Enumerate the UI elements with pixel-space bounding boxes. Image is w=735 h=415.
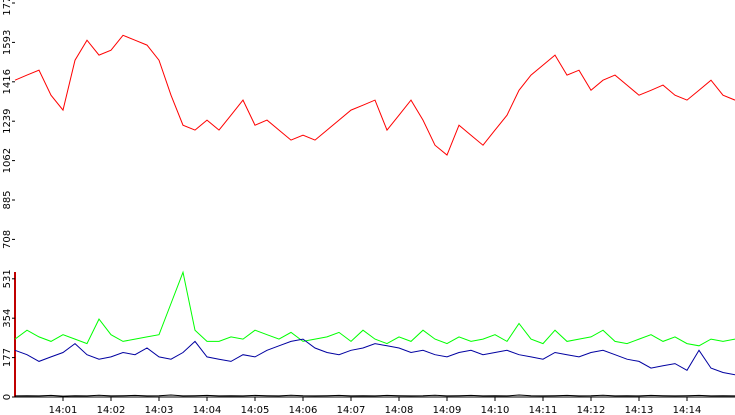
series-line (14, 394, 735, 397)
x-tick-label: 14:08 (385, 405, 414, 415)
y-tick-label: 1416 (2, 69, 13, 94)
x-tick-label: 14:07 (337, 405, 366, 415)
x-tick-label: 14:01 (49, 405, 78, 415)
y-tick-label: 708 (2, 230, 13, 249)
y-tick-label: 177 (2, 348, 13, 367)
series-line (14, 34, 735, 156)
y-tick-label: 1062 (2, 148, 13, 173)
y-tick-label: 885 (2, 190, 13, 209)
y-tick-label: 0 (2, 394, 13, 400)
y-tick-label: 1593 (2, 30, 13, 55)
x-tick-label: 14:06 (289, 405, 318, 415)
x-tick-label: 14:02 (97, 405, 126, 415)
y-tick-label: 1770 (2, 0, 13, 16)
x-tick-label: 14:05 (241, 405, 270, 415)
series-line (14, 270, 735, 347)
x-tick-label: 14:10 (481, 405, 510, 415)
y-tick-label: 354 (2, 309, 13, 328)
x-tick-label: 14:09 (433, 405, 462, 415)
x-tick-label: 14:03 (145, 405, 174, 415)
x-tick-label: 14:04 (193, 405, 222, 415)
x-tick-label: 14:12 (577, 405, 606, 415)
y-tick-label: 531 (2, 269, 13, 288)
x-tick-label: 14:11 (529, 405, 558, 415)
x-tick-label: 14:14 (673, 405, 702, 415)
series-line (14, 338, 735, 376)
y-tick-label: 1239 (2, 108, 13, 133)
x-tick-label: 14:13 (625, 405, 654, 415)
